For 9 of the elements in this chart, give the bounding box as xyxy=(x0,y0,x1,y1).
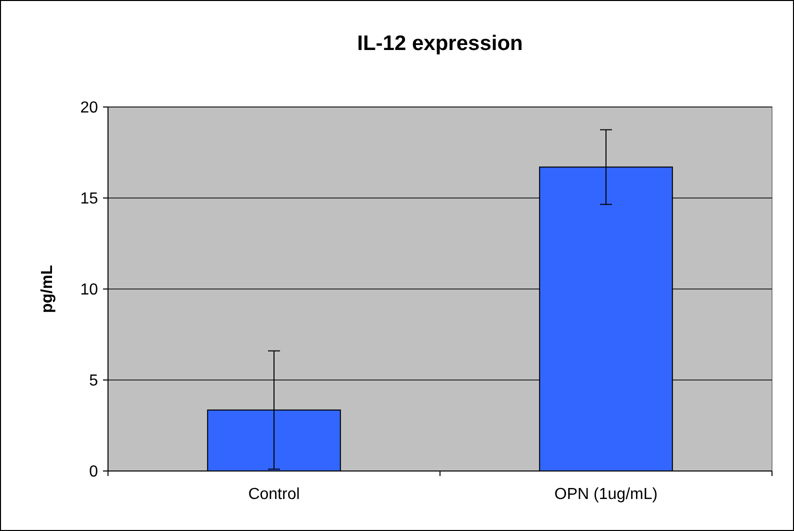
x-tick-label: Control xyxy=(248,486,300,503)
x-tick-label: OPN (1ug/mL) xyxy=(554,486,658,503)
y-tick-label: 5 xyxy=(89,372,98,390)
y-tick-label: 15 xyxy=(80,190,98,208)
y-axis-title: pg/mL xyxy=(39,264,56,313)
y-tick-label: 10 xyxy=(80,282,98,299)
y-tick-label: 20 xyxy=(80,100,98,117)
chart-title: IL-12 expression xyxy=(357,32,523,55)
y-tick-label: 0 xyxy=(89,464,98,481)
